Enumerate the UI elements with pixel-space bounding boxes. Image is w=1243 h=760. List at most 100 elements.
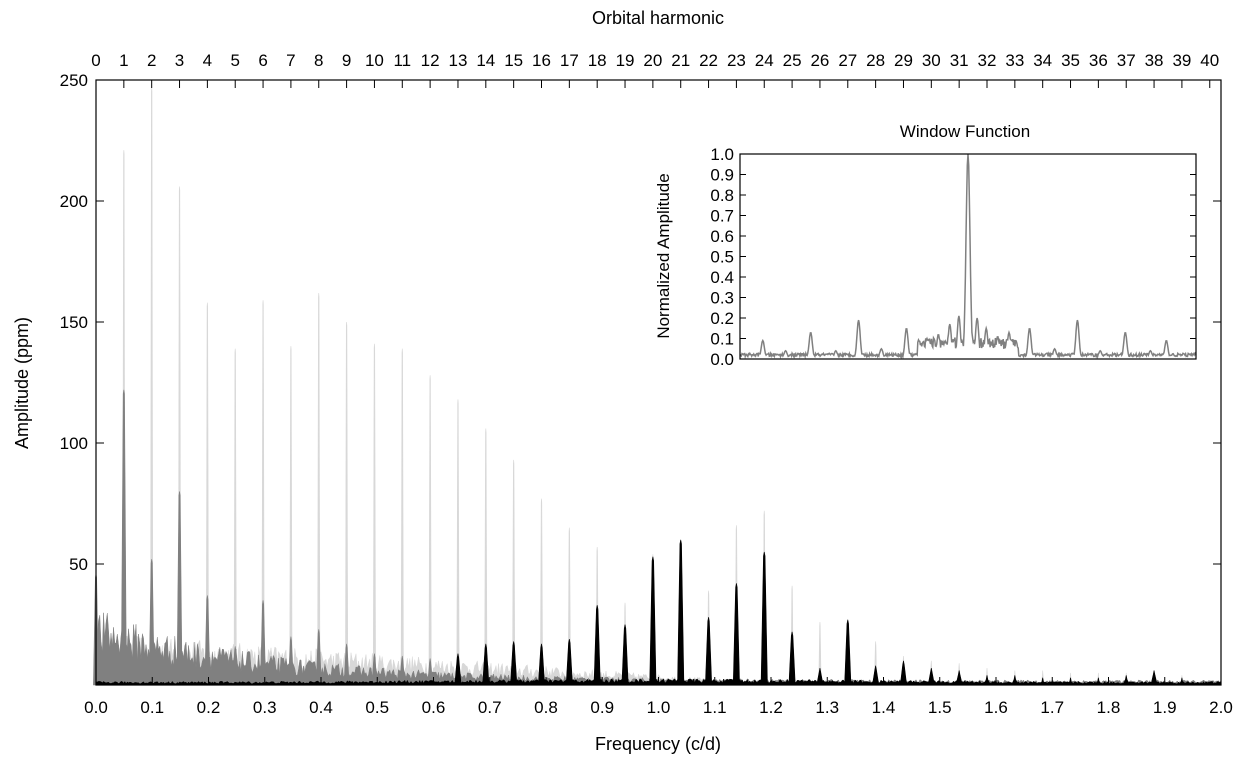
peak-dark-h38 [1150,670,1158,686]
inset-y-tick-label: 0.8 [710,186,734,205]
x-tick-label: 1.8 [1097,698,1121,717]
inset-y-tick-label: 0.9 [710,166,734,185]
x-tick-label: 1.2 [759,698,783,717]
x-tick-label: 1.9 [1153,698,1177,717]
x2-tick-label: 6 [258,51,267,70]
peak-mid-h4 [204,595,211,686]
top-axis-title: Orbital harmonic [592,8,724,28]
peak-mid-h3 [176,491,183,686]
main-axes-group: 0.0 0.1 0.2 0.3 0.4 0.5 0.6 0.7 0.8 0.9 1.0 1.1 1.2 1… [60,51,1233,717]
x2-tick-label: 33 [1005,51,1024,70]
inset-y-tick-label: 0.6 [710,227,734,246]
x2-tick-label: 27 [838,51,857,70]
x2-tick-label: 32 [978,51,997,70]
x2-tick-label: 39 [1172,51,1191,70]
inset-y-tick-label: 0.2 [710,309,734,328]
x-tick-label: 0.5 [365,698,389,717]
peak-dark-h20 [649,556,657,686]
inset-background [740,154,1196,359]
x2-tick-label: 26 [810,51,829,70]
x-tick-label: 1.5 [928,698,952,717]
x-tick-label: 2.0 [1209,698,1233,717]
peak-light-h10 [372,343,376,686]
x2-tick-label: 14 [476,51,495,70]
inset-y-tick-label: 0.7 [710,207,734,226]
x2-tick-label: 31 [950,51,969,70]
x2-tick-label: 19 [616,51,635,70]
x2-tick-label: 29 [894,51,913,70]
peak-dark-h27 [844,619,852,686]
peak-light-h12 [428,375,432,686]
x2-tick-label: 38 [1145,51,1164,70]
peak-dark-h33 [1011,675,1019,686]
x2-tick-label: 12 [421,51,440,70]
x2-tick-label: 0 [91,51,100,70]
x2-tick-label: 36 [1089,51,1108,70]
inset-y-tick-label: 0.0 [710,350,734,369]
peak-dark-h29 [899,660,908,686]
inset-y-tick-label: 0.5 [710,248,734,267]
x2-tick-label: 15 [504,51,523,70]
x-tick-label: 0.7 [478,698,502,717]
x2-tick-label: 22 [699,51,718,70]
x-axis-title: Frequency (c/d) [595,734,721,754]
x2-tick-label: 16 [532,51,551,70]
inset-y-tick-label: 0.4 [710,268,734,287]
peak-dark-h16 [537,643,546,686]
inset-axes-group: 0.00.1 0.20.3 0.40.5 0.60.7 0.80.9 1.0 [710,145,1196,369]
inset-title: Window Function [900,122,1030,141]
x2-tick-label: 37 [1117,51,1136,70]
x-tick-label: 1.6 [984,698,1008,717]
y-axis-title: Amplitude (ppm) [12,317,32,449]
x2-tick-label: 9 [342,51,351,70]
x-tick-label: 0.2 [197,698,221,717]
x2-tick-label: 4 [203,51,212,70]
x2-tick-label: 21 [671,51,690,70]
x-tick-label: 0.4 [309,698,333,717]
x2-tick-label: 35 [1061,51,1080,70]
x2-tick-label: 24 [755,51,774,70]
x2-tick-label: 10 [365,51,384,70]
inset-y-tick-label: 0.1 [710,330,734,349]
peak-mid-h1 [120,389,127,686]
x-tick-label: 0.8 [534,698,558,717]
x-tick-label: 1.4 [872,698,896,717]
x2-tick-label: 40 [1200,51,1219,70]
peak-dark-h17 [565,638,573,686]
peak-mid-h9 [343,643,350,686]
peak-dark-h37 [1122,675,1130,686]
peak-dark-h18 [593,605,601,686]
peak-dark-h23 [732,583,740,686]
x-tick-label: 1.0 [647,698,671,717]
y-tick-label: 250 [60,71,88,90]
x-tick-label: 1.1 [703,698,727,717]
peak-dark-h31 [955,670,963,686]
x2-tick-label: 28 [866,51,885,70]
x-tick-label: 0.0 [84,698,108,717]
x-tick-label: 0.9 [590,698,614,717]
inset-y-tick-label: 1.0 [710,145,734,164]
x2-tick-label: 7 [286,51,295,70]
peak-mid-h6 [260,600,266,686]
y-tick-label: 200 [60,192,88,211]
y-tick-label: 50 [69,555,88,574]
x-tick-label: 1.7 [1040,698,1064,717]
y-tick-label: 150 [60,313,88,332]
peak-light-h13 [456,399,460,686]
peak-dark-h30 [927,668,935,686]
peak-mid-h2 [148,559,155,686]
peak-light-h8 [317,292,321,686]
x2-tick-label: 1 [119,51,128,70]
peak-light-h11 [400,348,404,686]
x2-tick-label: 34 [1033,51,1052,70]
peak-dark-h21 [677,539,685,686]
x2-tick-label: 8 [314,51,323,70]
peak-dark-h34 [1038,677,1047,686]
peak-dark-h28 [872,665,880,686]
peak-light-h9 [345,321,349,686]
inset-y-tick-label: 0.3 [710,289,734,308]
x2-tick-label: 30 [922,51,941,70]
peak-light-h7 [289,346,293,686]
peak-mid-h7 [287,636,294,686]
window-function-inset: 0.00.1 0.20.3 0.40.5 0.60.7 0.80.9 1.0 Window… [654,122,1197,369]
